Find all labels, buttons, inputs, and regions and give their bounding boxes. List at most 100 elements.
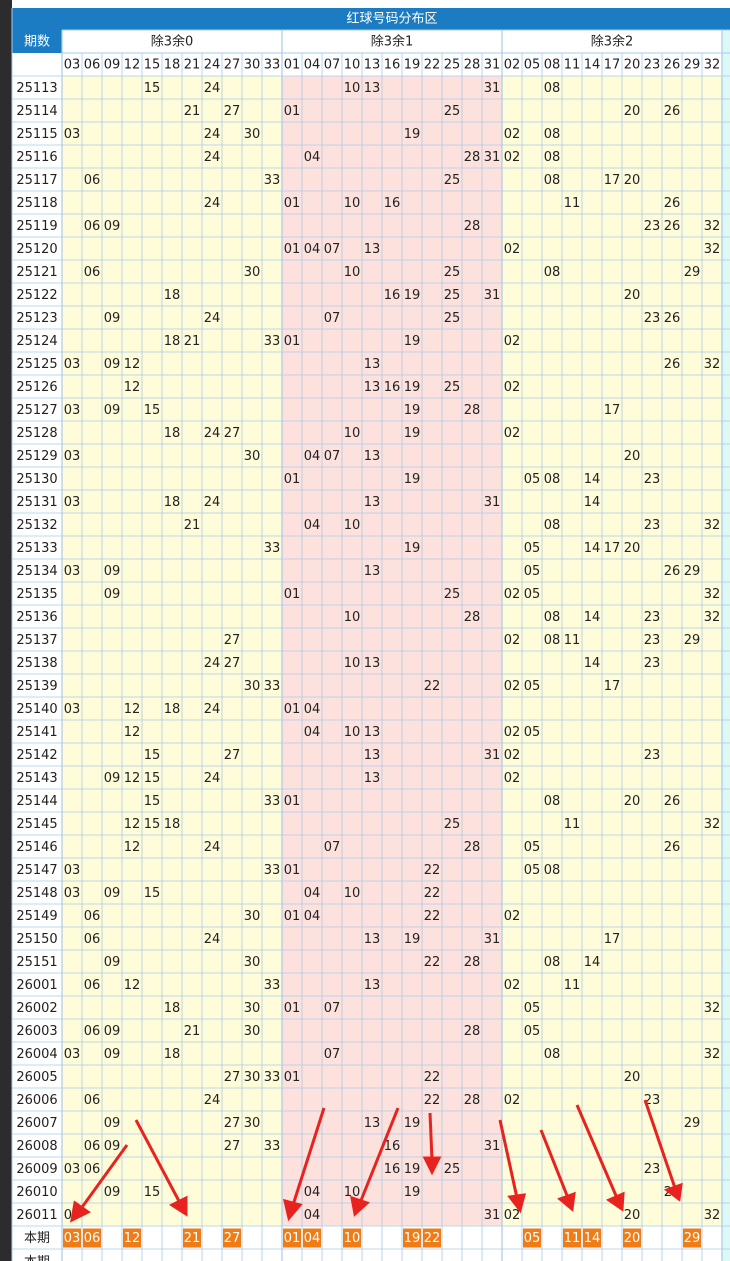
current-box xyxy=(683,1228,701,1248)
ball-number: 23 xyxy=(644,610,661,625)
ball-number: 02 xyxy=(504,334,521,349)
period: 26002 xyxy=(16,1001,57,1016)
ball-number: 25 xyxy=(444,265,461,280)
ball-number: 03 xyxy=(64,403,81,418)
ball-number: 29 xyxy=(684,633,701,648)
period: 25147 xyxy=(16,863,57,878)
ball-number: 30 xyxy=(244,1070,261,1085)
ball-number: 30 xyxy=(244,1116,261,1131)
group-label: 除3余1 xyxy=(371,34,414,50)
ball-number: 24 xyxy=(204,426,221,441)
ball-number: 13 xyxy=(364,564,381,579)
ball-number: 13 xyxy=(364,357,381,372)
ball-number: 01 xyxy=(284,909,301,924)
period: 25125 xyxy=(16,357,57,372)
ball-number: 16 xyxy=(384,288,401,303)
ball-number: 02 xyxy=(504,725,521,740)
ball-number: 30 xyxy=(244,1001,261,1016)
ball-number: 19 xyxy=(404,1116,421,1131)
ball-number: 32 xyxy=(704,1047,721,1062)
ball-number: 01 xyxy=(284,472,301,487)
ball-number: 03 xyxy=(64,127,81,142)
current-box xyxy=(523,1228,541,1248)
column-number: 23 xyxy=(644,58,661,73)
period: 25123 xyxy=(16,311,57,326)
ball-number: 26 xyxy=(664,311,681,326)
current-number: 03 xyxy=(64,1231,81,1246)
column-number: 07 xyxy=(324,58,341,73)
extra-column xyxy=(722,30,730,1261)
ball-number: 02 xyxy=(504,150,521,165)
column-number: 26 xyxy=(664,58,681,73)
column-number: 30 xyxy=(244,58,261,73)
ball-number: 16 xyxy=(384,380,401,395)
ball-number: 22 xyxy=(424,1093,441,1108)
period: 25142 xyxy=(16,748,57,763)
period: 25119 xyxy=(16,219,57,234)
ball-number: 02 xyxy=(504,1093,521,1108)
ball-number: 05 xyxy=(524,863,541,878)
ball-number: 10 xyxy=(344,610,361,625)
ball-number: 02 xyxy=(504,380,521,395)
column-number: 12 xyxy=(124,58,141,73)
current-box xyxy=(403,1228,421,1248)
period: 26001 xyxy=(16,978,57,993)
current-box xyxy=(583,1228,601,1248)
ball-number: 18 xyxy=(164,495,181,510)
ball-number: 30 xyxy=(244,1024,261,1039)
ball-number: 33 xyxy=(264,794,281,809)
ball-number: 03 xyxy=(64,564,81,579)
ball-number: 03 xyxy=(64,449,81,464)
ball-number: 06 xyxy=(84,1139,101,1154)
ball-number: 10 xyxy=(344,1185,361,1200)
ball-number: 14 xyxy=(584,495,601,510)
ball-number: 06 xyxy=(84,909,101,924)
ball-number: 32 xyxy=(704,587,721,602)
period: 25128 xyxy=(16,426,57,441)
ball-number: 03 xyxy=(64,357,81,372)
ball-number: 20 xyxy=(624,173,641,188)
ball-number: 27 xyxy=(224,1070,241,1085)
ball-number: 06 xyxy=(84,932,101,947)
ball-number: 13 xyxy=(364,748,381,763)
current-box xyxy=(223,1228,241,1248)
current-box xyxy=(423,1228,441,1248)
ball-number: 01 xyxy=(284,1070,301,1085)
ball-number: 28 xyxy=(464,150,481,165)
ball-number: 18 xyxy=(164,1047,181,1062)
ball-number: 19 xyxy=(404,426,421,441)
column-number: 14 xyxy=(584,58,601,73)
ball-number: 04 xyxy=(304,1185,321,1200)
ball-number: 05 xyxy=(524,472,541,487)
ball-number: 12 xyxy=(124,725,141,740)
ball-number: 03 xyxy=(64,1047,81,1062)
ball-number: 33 xyxy=(264,679,281,694)
ball-number: 23 xyxy=(644,311,661,326)
ball-number: 02 xyxy=(504,978,521,993)
ball-number: 11 xyxy=(564,978,581,993)
ball-number: 09 xyxy=(104,219,121,234)
ball-number: 21 xyxy=(184,334,201,349)
ball-number: 30 xyxy=(244,127,261,142)
ball-number: 13 xyxy=(364,1116,381,1131)
period-header: 期数 xyxy=(24,35,50,50)
current-label: 本期 xyxy=(24,1231,50,1246)
ball-number: 26 xyxy=(664,840,681,855)
ball-number: 03 xyxy=(64,886,81,901)
column-number: 29 xyxy=(684,58,701,73)
ball-number: 18 xyxy=(164,1001,181,1016)
period: 25148 xyxy=(16,886,57,901)
ball-number: 28 xyxy=(464,955,481,970)
ball-number: 26 xyxy=(664,564,681,579)
column-number: 01 xyxy=(284,58,301,73)
ball-number: 09 xyxy=(104,403,121,418)
current-number: 27 xyxy=(224,1231,241,1246)
ball-number: 26 xyxy=(664,219,681,234)
ball-number: 23 xyxy=(644,748,661,763)
ball-number: 33 xyxy=(264,541,281,556)
current-box xyxy=(63,1228,81,1248)
ball-number: 13 xyxy=(364,932,381,947)
ball-number: 11 xyxy=(564,633,581,648)
ball-number: 09 xyxy=(104,587,121,602)
column-number: 28 xyxy=(464,58,481,73)
